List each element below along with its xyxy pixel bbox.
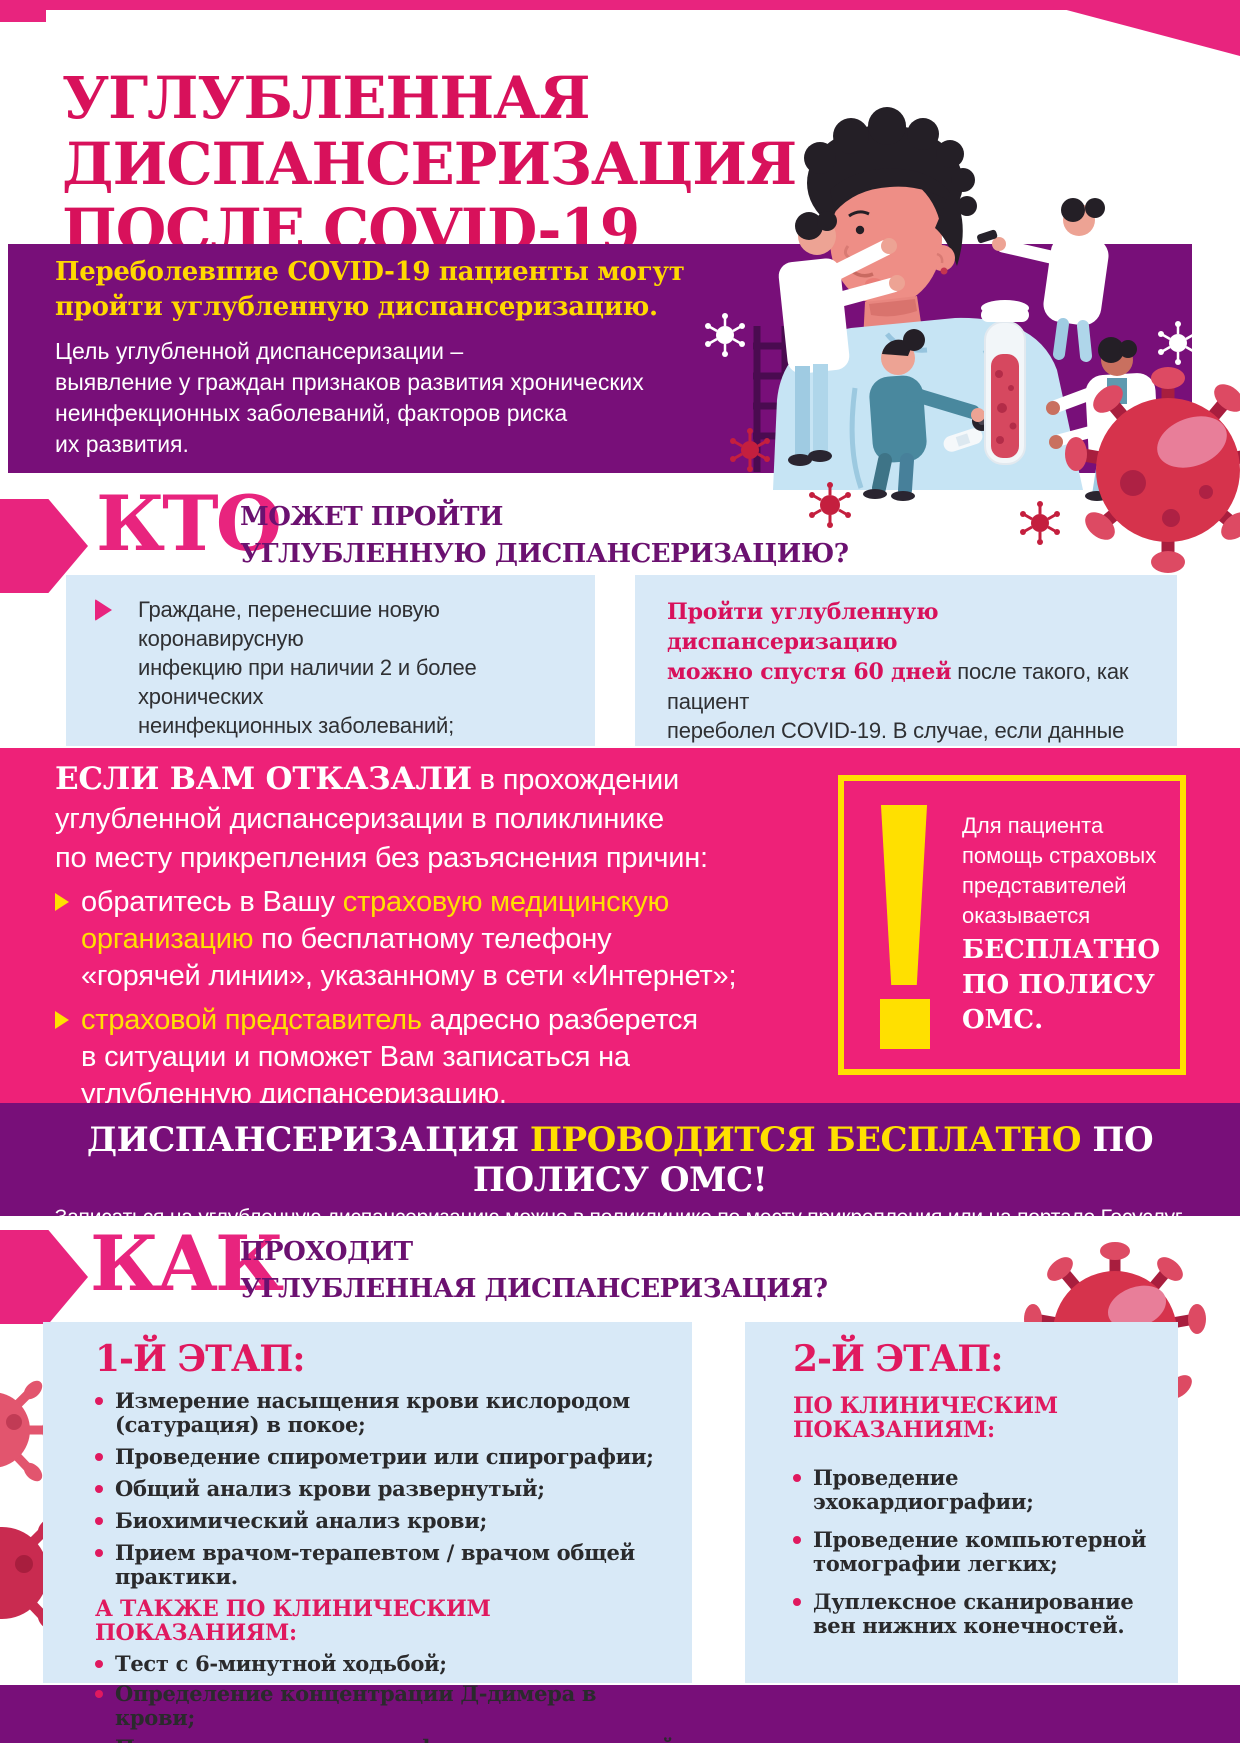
virus-icon-small: [1020, 501, 1060, 545]
list-item: Проведение эхокардиографии;: [793, 1466, 1162, 1514]
free-banner-subtext: Записаться на углубленную диспансеризаци…: [54, 1206, 1186, 1229]
refusal-section: ЕСЛИ ВАМ ОТКАЗАЛИ в прохождении углублен…: [0, 748, 1240, 1110]
triangle-bullet-icon: [55, 1011, 69, 1029]
list-item: Общий анализ крови развернутый;: [95, 1477, 676, 1501]
who-eligibility-box: Граждане, перенесшие новую коронавирусну…: [66, 575, 595, 808]
list-item: Измерение насыщения крови кислородом (са…: [95, 1389, 676, 1437]
who-heading: МОЖЕТ ПРОЙТИ УГЛУБЛЕННУЮ ДИСПАНСЕРИЗАЦИЮ…: [240, 502, 849, 569]
free-help-notice-box: Для пациента помощь страховых представит…: [838, 775, 1186, 1075]
triangle-bullet-icon: [55, 893, 69, 911]
page-title: УГЛУБЛЕННАЯ ДИСПАНСЕРИЗАЦИЯ ПОСЛЕ COVID-…: [62, 63, 797, 264]
refusal-bullets: обратитесь в Вашу страховую медицинскую …: [55, 884, 795, 1120]
intro-highlight-text: Переболевшие COVID-19 пациенты могут про…: [55, 257, 685, 322]
dot-bullet-icon: [95, 1549, 103, 1557]
triangle-bullet-icon: [95, 599, 112, 621]
dot-bullet-icon: [793, 1474, 801, 1482]
list-item: Прием врачом-терапевтом / врачом общей п…: [95, 1541, 676, 1589]
stage2-subheading: ПО КЛИНИЧЕСКИМ ПОКАЗАНИЯМ:: [793, 1393, 1058, 1443]
who-timing-box: Пройти углубленную диспансеризацию можно…: [635, 575, 1177, 830]
list-item: Биохимический анализ крови;: [95, 1509, 676, 1533]
section-arrow-icon: [0, 1230, 88, 1324]
dot-bullet-icon: [95, 1660, 103, 1668]
dot-bullet-icon: [793, 1598, 801, 1606]
list-item: Проведение компьютерной томографии легки…: [793, 1528, 1162, 1576]
how-keyword: КАК: [90, 1219, 284, 1308]
list-item: Проведение рентгенографии органов грудно…: [95, 1736, 676, 1743]
dot-bullet-icon: [95, 1397, 103, 1405]
free-banner: ДИСПАНСЕРИЗАЦИЯ ПРОВОДИТСЯ БЕСПЛАТНО ПО …: [0, 1103, 1240, 1229]
stage1-title: 1-Й ЭТАП:: [95, 1338, 306, 1380]
notice-bold-text: БЕСПЛАТНО ПО ПОЛИСУ ОМС.: [962, 935, 1161, 1035]
how-heading: ПРОХОДИТ УГЛУБЛЕННАЯ ДИСПАНСЕРИЗАЦИЯ?: [240, 1237, 828, 1304]
who-timing-bold: Пройти углубленную диспансеризацию можно…: [667, 599, 952, 685]
exclamation-dot-icon: [880, 999, 930, 1049]
intro-band: Переболевшие COVID-19 пациенты могут про…: [8, 244, 1192, 473]
stage2-title: 2-Й ЭТАП:: [793, 1338, 1004, 1380]
list-item: Тест с 6-минутной ходьбой;: [95, 1652, 676, 1676]
intro-body-text: Цель углубленной диспансеризации – выявл…: [55, 338, 644, 457]
list-item: Дуплексное сканирование вен нижних конеч…: [793, 1590, 1162, 1638]
stage1-list: Измерение насыщения крови кислородом (са…: [95, 1389, 676, 1589]
exclamation-icon: [880, 805, 928, 985]
top-left-corner-decoration: [0, 0, 46, 22]
who-keyword: КТО: [96, 479, 282, 568]
notice-text: Для пациента помощь страховых представит…: [962, 813, 1157, 928]
list-item: Граждане, перенесшие новую коронавирусну…: [95, 595, 571, 740]
who-bullet-text: Граждане, перенесшие новую коронавирусну…: [138, 597, 477, 738]
list-item: обратитесь в Вашу страховую медицинскую …: [55, 884, 795, 995]
list-item: Проведение спирометрии или спирографии;: [95, 1445, 676, 1469]
refusal-bullet-text: страховой представитель адресно разберет…: [81, 1004, 698, 1110]
stage2-list: Проведение эхокардиографии; Проведение к…: [793, 1466, 1162, 1638]
stage1-sublist: Тест с 6-минутной ходьбой; Определение к…: [95, 1652, 676, 1743]
dot-bullet-icon: [95, 1453, 103, 1461]
dot-bullet-icon: [793, 1536, 801, 1544]
stage2-box: 2-Й ЭТАП: ПО КЛИНИЧЕСКИМ ПОКАЗАНИЯМ: Про…: [745, 1322, 1178, 1683]
top-strip-decoration: [0, 0, 1240, 10]
refusal-lead: ЕСЛИ ВАМ ОТКАЗАЛИ в прохождении углублен…: [55, 761, 708, 874]
refusal-bullet-text: обратитесь в Вашу страховую медицинскую …: [81, 886, 737, 992]
refusal-lead-bold: ЕСЛИ ВАМ ОТКАЗАЛИ: [55, 761, 472, 797]
stage1-subheading: А ТАКЖЕ ПО КЛИНИЧЕСКИМ ПОКАЗАНИЯМ:: [95, 1596, 491, 1646]
list-item: страховой представитель адресно разберет…: [55, 1002, 795, 1113]
stage1-box: 1-Й ЭТАП: Измерение насыщения крови кисл…: [43, 1322, 692, 1743]
free-banner-highlight: ПРОВОДИТСЯ БЕСПЛАТНО: [529, 1120, 1082, 1160]
footer-bar: [0, 1685, 1240, 1743]
top-right-corner-decoration: [1050, 0, 1240, 56]
dot-bullet-icon: [95, 1485, 103, 1493]
dot-bullet-icon: [95, 1517, 103, 1525]
free-banner-title: ДИСПАНСЕРИЗАЦИЯ ПРОВОДИТСЯ БЕСПЛАТНО ПО …: [86, 1120, 1154, 1200]
list-item: Определение концентрации Д-димера в кров…: [95, 1682, 676, 1730]
dot-bullet-icon: [95, 1690, 103, 1698]
